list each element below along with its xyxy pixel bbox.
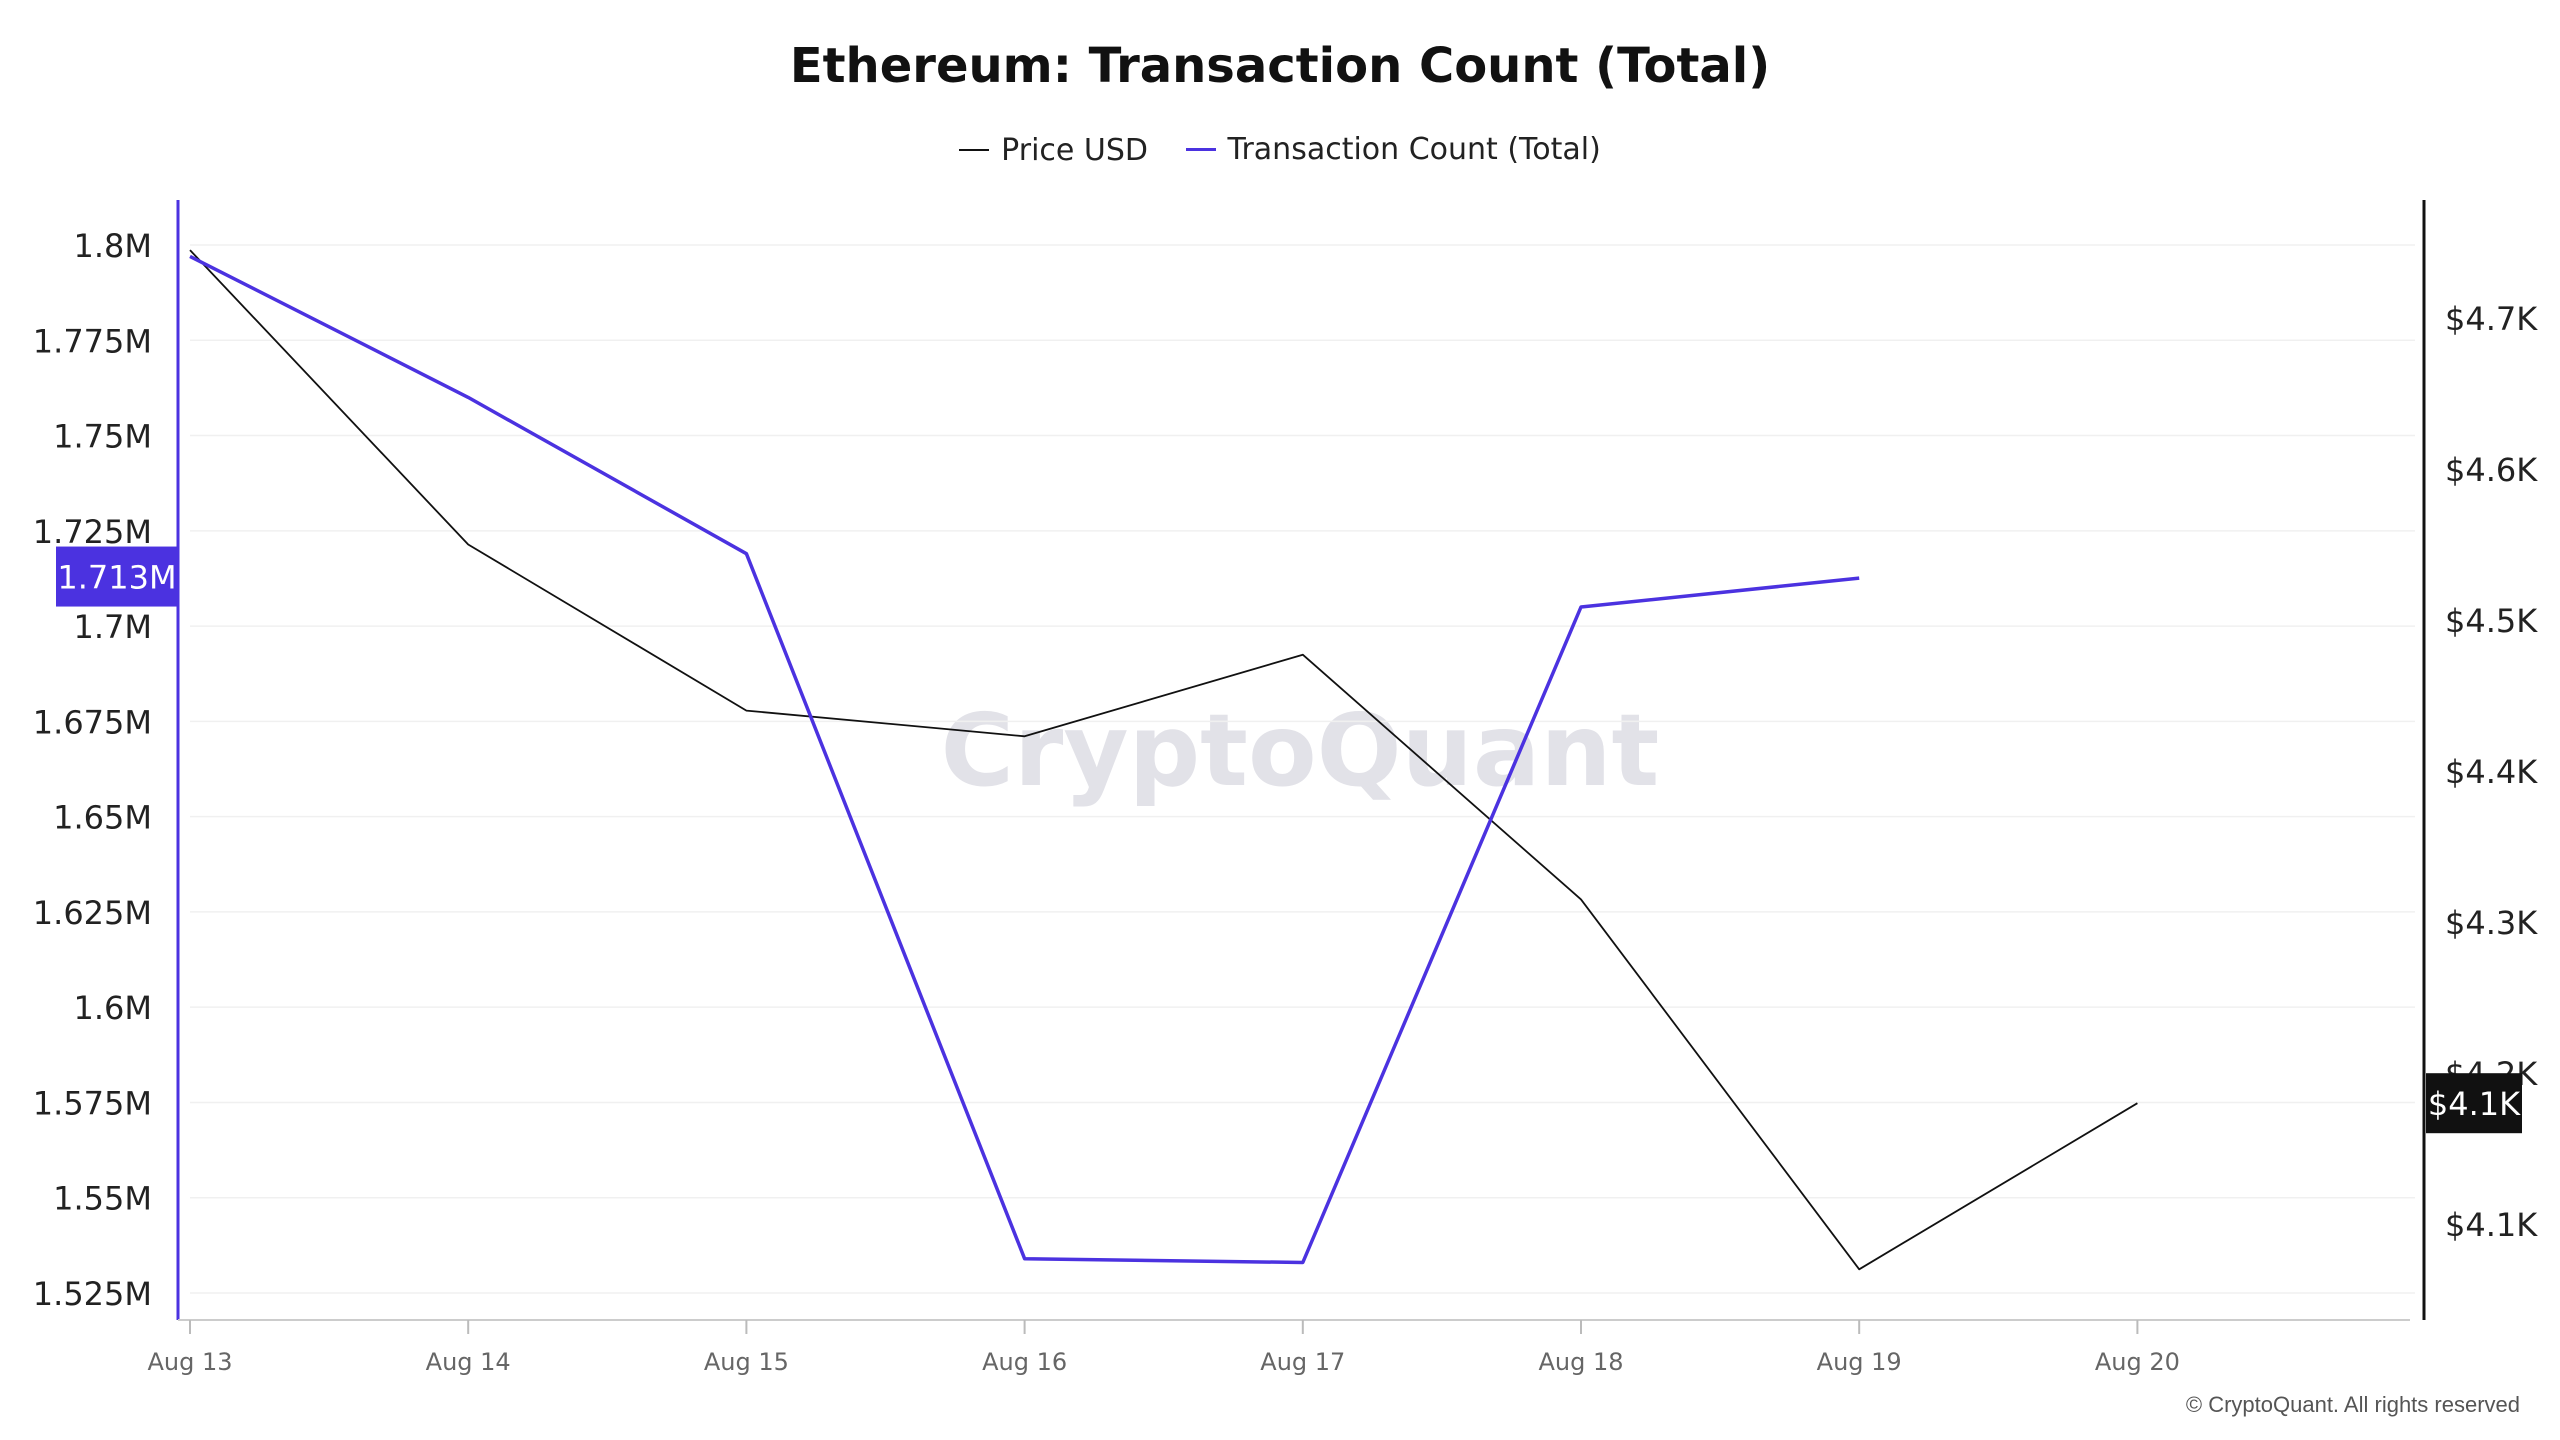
y-left-tick-label: 1.55M: [53, 1180, 152, 1218]
y-left-tick-label: 1.75M: [53, 418, 152, 456]
legend-swatch-price: [959, 149, 990, 151]
series-line-transaction-count: [189, 254, 1860, 1265]
series-line-price-usd: [189, 249, 2138, 1271]
x-tick-label: Aug 17: [1260, 1348, 1345, 1376]
y-right-tick-label: $4.3K: [2445, 904, 2538, 942]
y-left-tick-label: 1.675M: [33, 703, 152, 741]
legend-label-price: Price USD: [1001, 132, 1148, 168]
y-left-current-value-label: 1.713M: [57, 559, 176, 597]
y-left-tick-label: 1.65M: [53, 799, 152, 837]
y-right-tick-label: $4.5K: [2445, 602, 2538, 640]
y-left-tick-label: 1.7M: [74, 608, 153, 646]
x-tick-label: Aug 20: [2095, 1348, 2180, 1376]
y-right-tick-label: $4.1K: [2445, 1206, 2538, 1244]
x-tick-label: Aug 14: [426, 1348, 511, 1376]
grid-lines: [190, 244, 2415, 1294]
y-left-current-value-badge: [56, 546, 178, 607]
watermark: CryptoQuant: [941, 692, 1660, 809]
x-tick-label: Aug 15: [704, 1348, 789, 1376]
x-tick-label: Aug 16: [982, 1348, 1067, 1376]
legend-swatch-tx-count: [1185, 148, 1216, 151]
chart-title: Ethereum: Transaction Count (Total): [789, 38, 1771, 94]
y-left-tick-label: 1.625M: [33, 894, 152, 932]
x-tick-label: Aug 18: [1538, 1348, 1623, 1376]
copyright-footer: © CryptoQuant. All rights reserved: [2185, 1392, 2520, 1417]
y-left-tick-label: 1.6M: [74, 989, 153, 1027]
legend-label-tx-count: Transaction Count (Total): [1227, 132, 1601, 167]
y-left-tick-label: 1.525M: [33, 1275, 152, 1313]
y-right-tick-label: $4.4K: [2445, 753, 2538, 791]
legend-item-tx-count[interactable]: Transaction Count (Total): [1185, 132, 1601, 167]
y-left-tick-label: 1.8M: [74, 227, 153, 265]
y-right-tick-label: $4.6K: [2445, 451, 2538, 489]
y-left-tick-label: 1.775M: [33, 322, 152, 360]
x-tick-label: Aug 13: [147, 1348, 232, 1376]
y-left-tick-label: 1.575M: [33, 1084, 152, 1122]
axis-labels: 1.525M 1.55M 1.575M 1.6M 1.625M 1.65M 1.675M 1.…: [33, 227, 2538, 1376]
legend-item-price[interactable]: Price USD: [959, 133, 1148, 168]
series-lines: [189, 249, 2138, 1271]
y-left-tick-label: 1.725M: [33, 513, 152, 551]
chart-legend: Price USD Transaction Count (Total): [0, 124, 2560, 168]
y-right-current-value-label: $4.1K: [2428, 1085, 2521, 1123]
y-right-tick-label: $4.7K: [2445, 300, 2538, 338]
x-tick-label: Aug 19: [1817, 1348, 1902, 1376]
y-right-current-value-badge: [2426, 1073, 2522, 1134]
axes: [176, 200, 2426, 1334]
